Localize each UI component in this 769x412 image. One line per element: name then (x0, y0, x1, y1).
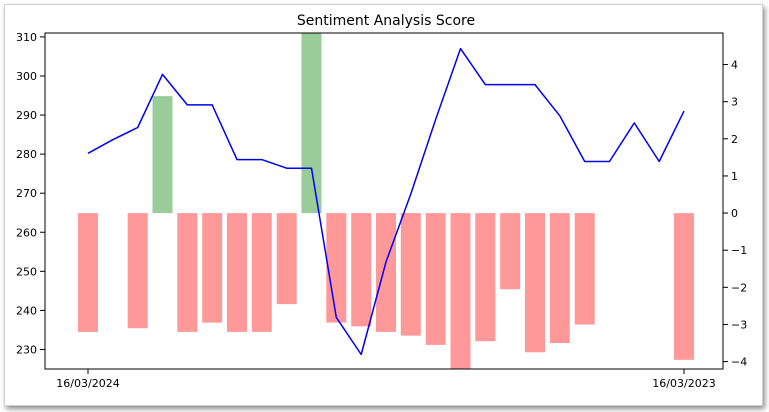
right-y-tick-label: 2 (731, 133, 738, 146)
right-y-tick-label: −2 (731, 281, 747, 294)
sentiment-bar (425, 213, 446, 345)
sentiment-bar (674, 213, 694, 360)
right-y-tick-label: 3 (731, 96, 738, 109)
left-y-tick-label: 250 (16, 265, 37, 278)
line-series (87, 47, 685, 356)
left-y-tick-label: 260 (16, 226, 37, 239)
right-y-tick-label: 4 (731, 59, 738, 72)
sentiment-bar (127, 213, 148, 329)
sentiment-bar (276, 213, 297, 305)
plot-area-border (44, 32, 724, 370)
score-line (87, 47, 685, 356)
sentiment-bar (574, 213, 595, 325)
sentiment-bar (227, 213, 247, 332)
right-y-tick-label: −3 (731, 318, 747, 331)
sentiment-bar (177, 213, 198, 332)
right-y-tick-label: −1 (731, 244, 747, 257)
left-y-tick-label: 270 (16, 187, 37, 200)
sentiment-bar (326, 213, 347, 323)
sentiment-bar (475, 213, 496, 342)
sentiment-bar (202, 213, 223, 323)
right-y-tick-label: −4 (731, 356, 747, 369)
right-y-tick-label: 0 (731, 207, 738, 220)
sentiment-bar (152, 96, 173, 214)
left-y-tick-label: 230 (16, 343, 37, 356)
sentiment-bar (376, 213, 396, 332)
left-y-tick-label: 290 (16, 109, 37, 122)
left-y-tick-label: 240 (16, 304, 37, 317)
sentiment-bar (549, 213, 570, 343)
right-y-axis: −4 −3 −2 −1 0 1 2 3 4 (723, 59, 747, 369)
bar-series (78, 33, 694, 369)
sentiment-bar (78, 213, 98, 332)
sentiment-bar (400, 213, 421, 336)
left-y-tick-label: 280 (16, 148, 37, 161)
sentiment-bar (251, 213, 272, 332)
chart-title: Sentiment Analysis Score (297, 13, 475, 29)
sentiment-bar (450, 213, 471, 369)
x-tick-label-last: 16/03/2023 (652, 377, 715, 390)
left-y-axis: 230 240 250 260 270 280 290 300 310 (16, 31, 45, 356)
sentiment-bar (525, 213, 545, 353)
x-axis: 16/03/2024 16/03/2023 (56, 369, 716, 390)
right-y-tick-label: 1 (731, 170, 738, 183)
x-tick-label-first: 16/03/2024 (56, 377, 119, 390)
left-y-tick-label: 300 (16, 70, 37, 83)
left-y-tick-label: 310 (16, 31, 37, 44)
sentiment-bar (351, 213, 372, 327)
chart-frame (4, 4, 763, 406)
sentiment-bar (301, 33, 322, 214)
sentiment-bar (500, 213, 521, 290)
